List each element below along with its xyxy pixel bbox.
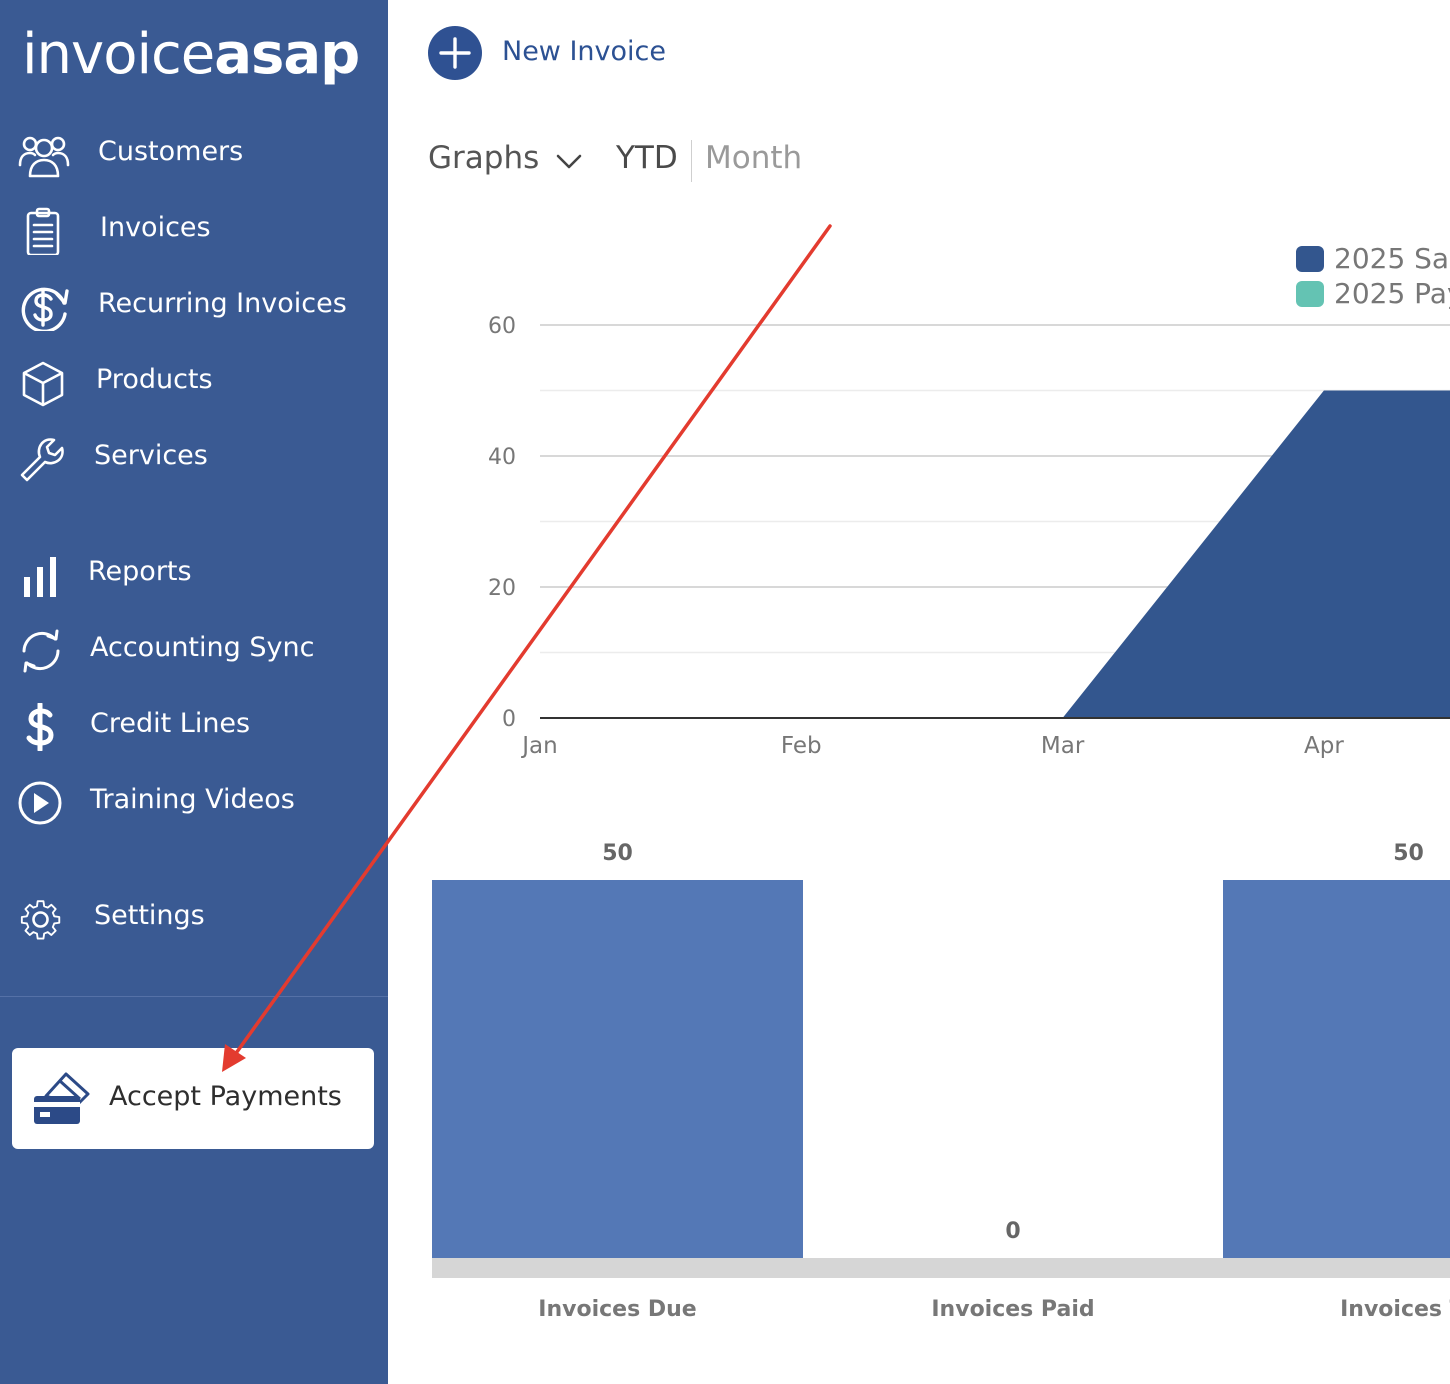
app-logo[interactable]: invoiceasap xyxy=(22,22,360,87)
x-tick-label: Mar xyxy=(1041,733,1085,759)
bar-category-label: Invoices Paid xyxy=(931,1297,1094,1322)
sidebar-item-reports[interactable]: Reports xyxy=(0,543,388,607)
accept-payments-label: Accept Payments xyxy=(109,1081,342,1112)
bar-chart-icon xyxy=(24,557,56,597)
wrench-icon xyxy=(20,438,64,482)
sidebar-item-invoices[interactable]: Invoices xyxy=(0,199,388,263)
sidebar-item-label: Accounting Sync xyxy=(90,632,315,663)
sidebar-item-label: Invoices xyxy=(100,212,211,243)
sidebar-item-accounting-sync[interactable]: Accounting Sync xyxy=(0,619,388,683)
sidebar-item-label: Training Videos xyxy=(90,784,295,815)
bar-value-label: 50 xyxy=(602,841,633,866)
bar-category-label: Invoices Due xyxy=(538,1297,696,1322)
sidebar-item-label: Customers xyxy=(98,136,244,167)
bar-value-label: 0 xyxy=(1005,1219,1020,1244)
recurring-invoices-icon xyxy=(21,287,69,331)
legend-swatch-sales xyxy=(1296,246,1324,272)
chevron-down-icon xyxy=(556,154,582,169)
bar xyxy=(1223,880,1450,1258)
legend-label-sales: 2025 Sale xyxy=(1334,242,1450,275)
play-icon xyxy=(18,781,62,825)
sidebar-item-credit-lines[interactable]: Credit Lines xyxy=(0,695,388,759)
dollar-icon xyxy=(26,703,54,751)
tab-ytd[interactable]: YTD xyxy=(616,140,678,176)
sidebar-item-label: Products xyxy=(96,364,213,395)
customers-icon xyxy=(18,136,70,178)
sidebar-item-training-videos[interactable]: Training Videos xyxy=(0,771,388,835)
card-payment-icon xyxy=(34,1072,90,1124)
sidebar-item-customers[interactable]: Customers xyxy=(0,123,388,187)
sidebar-item-recurring-invoices[interactable]: Recurring Invoices xyxy=(0,275,388,339)
bar-axis-band xyxy=(432,1258,1450,1278)
tab-month[interactable]: Month xyxy=(705,140,803,176)
graphs-dropdown[interactable]: Graphs xyxy=(428,140,582,184)
plus-circle-icon xyxy=(428,26,482,80)
invoice-bar-chart: 50 Invoices Due 0 Invoices Paid 50 Invoices T… xyxy=(432,841,1450,1322)
sidebar-item-label: Recurring Invoices xyxy=(98,288,347,319)
sidebar-item-products[interactable]: Products xyxy=(0,351,388,415)
tab-divider xyxy=(691,140,692,182)
y-tick-label: 60 xyxy=(488,314,516,339)
bar-value-label: 50 xyxy=(1393,841,1424,866)
sync-icon xyxy=(22,629,60,673)
sidebar: invoiceasap Customers Invoices xyxy=(0,0,388,1384)
sidebar-item-label: Settings xyxy=(94,900,205,931)
gear-icon xyxy=(20,900,61,940)
x-tick-label: Apr xyxy=(1304,733,1344,759)
graphs-label: Graphs xyxy=(428,140,540,176)
sidebar-item-label: Reports xyxy=(88,556,192,587)
x-tick-label: Jan xyxy=(520,733,557,759)
area-series-sales xyxy=(540,390,1450,718)
sidebar-item-settings[interactable]: Settings xyxy=(0,887,388,951)
legend-label-payments: 2025 Pay xyxy=(1334,277,1450,310)
y-tick-label: 0 xyxy=(502,707,516,732)
y-tick-label: 40 xyxy=(488,445,516,470)
new-invoice-label: New Invoice xyxy=(502,36,667,67)
accept-payments-button[interactable]: Accept Payments xyxy=(12,1048,374,1149)
products-icon xyxy=(22,361,64,407)
sidebar-item-services[interactable]: Services xyxy=(0,427,388,491)
sidebar-divider xyxy=(0,996,388,997)
legend-swatch-payments xyxy=(1296,281,1324,307)
bar xyxy=(432,880,803,1258)
sales-area-chart: 0 20 40 60 Jan Feb Mar Apr xyxy=(488,314,1450,759)
y-tick-label: 20 xyxy=(488,576,516,601)
sidebar-item-label: Credit Lines xyxy=(90,708,251,739)
sidebar-item-label: Services xyxy=(94,440,208,471)
invoices-icon xyxy=(26,207,60,255)
bar-category-label: Invoices To xyxy=(1340,1297,1450,1322)
x-tick-label: Feb xyxy=(781,733,822,759)
